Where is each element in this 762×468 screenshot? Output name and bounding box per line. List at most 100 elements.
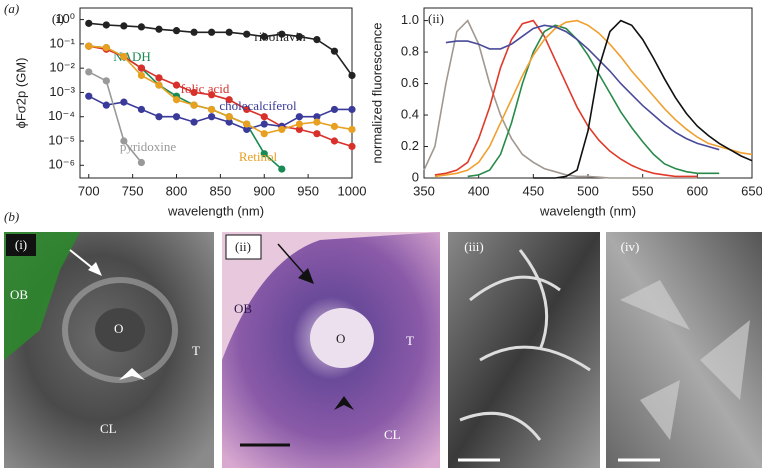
series-line [434, 19, 698, 178]
annotation: CL [100, 421, 117, 436]
y-tick-label: 10⁻² [49, 60, 75, 75]
data-point [102, 44, 110, 52]
series-line [533, 19, 753, 179]
data-point [260, 113, 268, 121]
y-tick-label: 0 [412, 169, 419, 184]
annotation: T [406, 333, 414, 348]
label-box [225, 234, 262, 260]
data-point [243, 105, 251, 114]
series-line [434, 19, 753, 178]
annotation: T [192, 343, 200, 358]
x-tick-label: 600 [686, 183, 708, 198]
data-point [85, 68, 93, 76]
data-point [295, 113, 303, 121]
annotation: O [336, 331, 345, 346]
data-point [208, 113, 216, 121]
x-tick-label: 550 [632, 183, 654, 198]
series-label: riboflavin [254, 29, 306, 44]
x-tick-label: 850 [210, 183, 232, 198]
data-point [260, 120, 268, 128]
x-tick-label: 500 [577, 183, 599, 198]
y-tick-label: 10⁻³ [49, 84, 75, 99]
data-point [295, 32, 303, 41]
data-point [155, 74, 163, 82]
data-point [137, 105, 146, 114]
image-panel: (iv) [606, 232, 762, 468]
data-point [172, 81, 181, 89]
series-line [88, 22, 353, 76]
panel-label: (a) [4, 1, 19, 16]
image-label: (iii) [464, 239, 484, 254]
data-point [313, 118, 321, 126]
data-point [190, 28, 198, 36]
y-tick-label: 10⁻⁶ [48, 157, 75, 172]
annotation: CL [384, 427, 401, 442]
oocyte [95, 308, 145, 352]
data-point [137, 158, 146, 167]
image-label: (i) [15, 237, 27, 252]
annotation: O [114, 321, 123, 336]
data-point [155, 113, 163, 121]
data-point [208, 91, 216, 99]
image-panel: (iii) [448, 232, 600, 468]
data-point [225, 118, 233, 126]
data-point [260, 130, 268, 138]
data-point [208, 105, 216, 114]
annotation: OB [10, 287, 28, 302]
series-line [88, 45, 353, 148]
image-panel: (ii) OB O T CL [222, 232, 440, 468]
data-point [102, 77, 110, 85]
data-point [348, 105, 356, 114]
y-tick-label: 1.0 [401, 12, 419, 27]
arrowhead [298, 268, 314, 284]
x-tick-label: 700 [78, 183, 100, 198]
x-tick-label: 1000 [338, 183, 367, 198]
data-point [330, 105, 339, 114]
arrowhead [119, 368, 145, 380]
data-point [120, 22, 128, 30]
data-point [85, 42, 93, 50]
data-point [85, 92, 93, 100]
y-tick-label: 0.2 [401, 138, 419, 153]
data-point [295, 125, 303, 134]
series-line [467, 24, 720, 178]
micrograph [448, 232, 600, 468]
image-label: (ii) [235, 239, 251, 254]
data-point [278, 30, 286, 38]
y-tick-label: 10⁰ [55, 11, 75, 26]
panel-label: (i) [52, 11, 64, 26]
data-point [190, 88, 198, 97]
follicle [62, 277, 178, 383]
x-tick-label: 350 [413, 183, 435, 198]
x-tick-label: 950 [297, 183, 319, 198]
data-point [313, 35, 321, 44]
data-point [348, 71, 356, 80]
series-line [445, 24, 720, 151]
y-tick-label: 10⁻⁴ [48, 108, 75, 123]
x-axis-label: wavelength (nm) [167, 203, 264, 218]
series-line [423, 19, 698, 179]
y-axis-label: ϕFσ2p (GM) [13, 58, 28, 129]
series-label: pyridoxine [120, 139, 177, 154]
data-point [190, 118, 198, 126]
data-point [155, 25, 163, 33]
data-point [155, 81, 163, 89]
data-point [85, 19, 93, 27]
data-point [137, 23, 146, 31]
data-point [348, 125, 356, 134]
y-tick-label: 10⁻¹ [49, 35, 75, 50]
data-point [137, 71, 146, 80]
panel-label: (ii) [428, 11, 444, 26]
data-point [243, 30, 251, 38]
panel-label: (b) [4, 209, 19, 224]
x-tick-label: 750 [122, 183, 144, 198]
data-point [243, 120, 251, 128]
series-line [88, 45, 353, 135]
series-label: cholecalciferol [219, 98, 297, 113]
data-point [172, 27, 181, 35]
arrow [69, 249, 96, 271]
data-point [330, 47, 339, 55]
x-axis-label: wavelength (nm) [539, 203, 636, 218]
series-line [88, 95, 352, 131]
data-point [330, 122, 339, 130]
